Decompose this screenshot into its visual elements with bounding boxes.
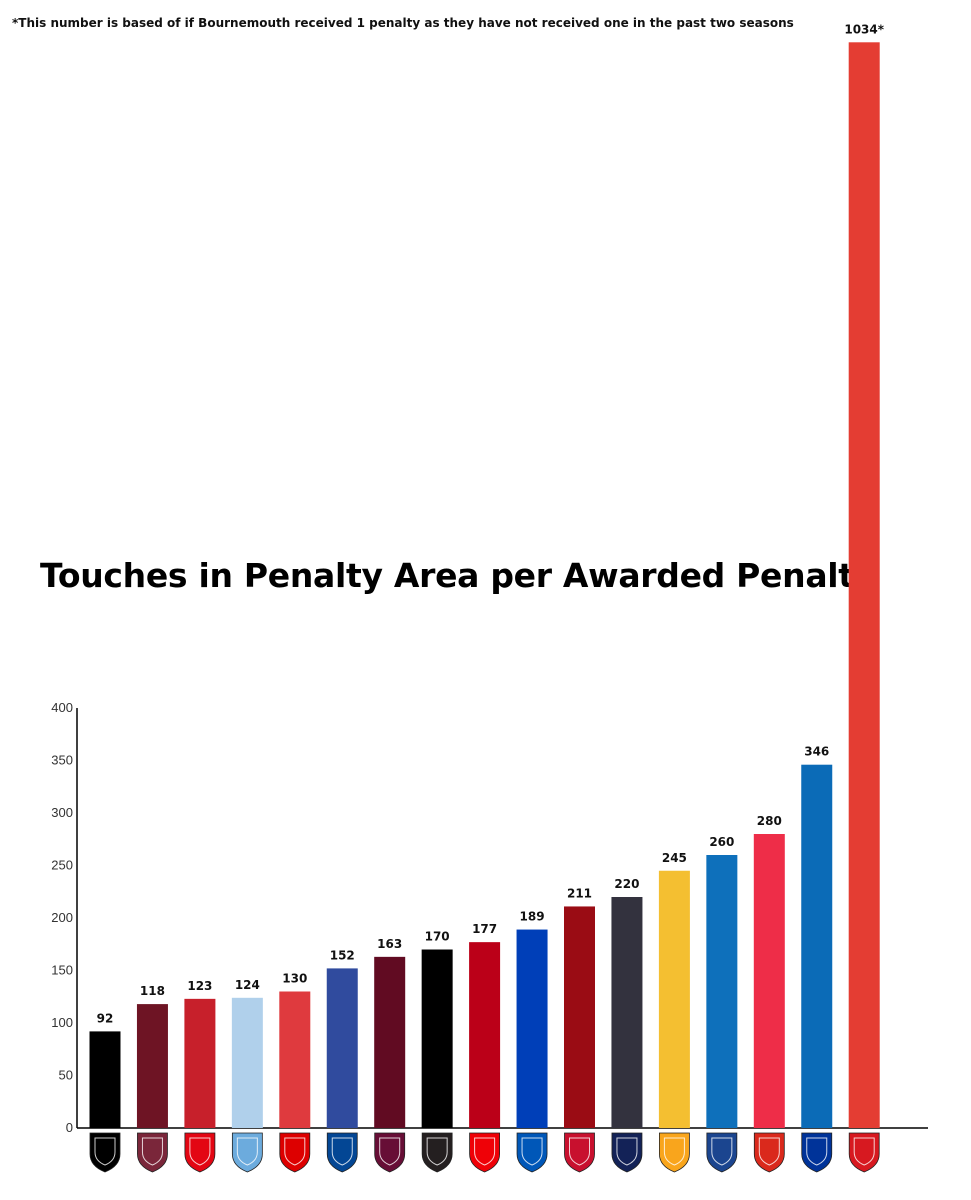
bar-value-label: 211 — [567, 886, 592, 900]
bar-value-label: 260 — [709, 835, 734, 849]
bar — [184, 998, 216, 1128]
club-crest-icon — [326, 1132, 358, 1173]
bar-value-label: 189 — [520, 910, 545, 924]
club-crest-icon — [89, 1132, 121, 1173]
y-tick-label: 100 — [51, 1015, 73, 1030]
club-crest-icon — [516, 1132, 548, 1173]
bar — [658, 870, 690, 1128]
club-crest-icon-inner — [141, 1137, 163, 1166]
club-crest-icon — [469, 1132, 500, 1173]
bar — [421, 949, 453, 1128]
bar-value-label: 280 — [757, 814, 782, 828]
bar-value-label: 245 — [662, 851, 687, 865]
bar — [136, 1004, 168, 1128]
bar — [801, 764, 833, 1128]
club-crest-icon-inner — [616, 1137, 638, 1166]
bar — [326, 968, 358, 1128]
club-crest-icon-inner — [236, 1137, 258, 1166]
club-crest-icon-inner — [331, 1137, 353, 1166]
club-crest-icon — [611, 1132, 643, 1173]
club-crest-icon — [421, 1132, 453, 1173]
club-crest-icon-inner — [663, 1137, 685, 1166]
bar — [706, 855, 738, 1128]
club-crest-icon — [659, 1132, 690, 1173]
y-tick-label: 200 — [51, 910, 73, 925]
footnote: *This number is based of if Bournemouth … — [12, 16, 794, 30]
bar — [231, 997, 263, 1128]
club-crest-icon — [184, 1132, 216, 1173]
bar-value-label: 346 — [804, 745, 829, 759]
club-crest-icon — [706, 1132, 738, 1173]
y-tick-label: 350 — [51, 753, 73, 768]
bar — [516, 929, 548, 1128]
y-tick-label: 300 — [51, 805, 73, 820]
club-crest-icon — [279, 1132, 311, 1173]
bar-value-label: 118 — [140, 984, 165, 998]
bar — [753, 834, 785, 1128]
club-crest-icon — [374, 1132, 406, 1173]
bar-value-label: 152 — [330, 948, 355, 962]
bar — [564, 906, 595, 1128]
club-crest-icon-inner — [284, 1137, 306, 1166]
club-crest-icon — [231, 1132, 263, 1173]
y-tick-label: 150 — [51, 963, 73, 978]
club-crest-icon — [753, 1132, 785, 1173]
y-tick-label: 0 — [66, 1120, 73, 1135]
bar-value-label: 170 — [425, 930, 450, 944]
club-crest-icon — [801, 1132, 833, 1173]
club-crest-icon-inner — [758, 1137, 780, 1166]
bar-value-label: 1034* — [844, 22, 884, 36]
club-crest-icon-inner — [711, 1137, 733, 1166]
club-crest-icon-inner — [94, 1137, 116, 1166]
bar-value-label: 130 — [282, 972, 307, 986]
y-tick-label: 250 — [51, 858, 73, 873]
club-crest-icon-inner — [426, 1137, 448, 1166]
club-crest-icon-inner — [853, 1137, 875, 1166]
chart-title: Touches in Penalty Area per Awarded Pena… — [40, 556, 875, 595]
bar — [89, 1031, 121, 1128]
bar — [469, 942, 501, 1128]
bar — [279, 991, 311, 1128]
bar-value-label: 177 — [472, 922, 497, 936]
bar-value-label: 124 — [235, 978, 260, 992]
club-crest-icon — [848, 1132, 880, 1173]
club-crest-icon-inner — [379, 1137, 401, 1166]
bar — [611, 897, 643, 1128]
bar-value-label: 220 — [614, 877, 639, 891]
bar-value-label: 92 — [97, 1011, 114, 1025]
bar-value-label: 163 — [377, 937, 402, 951]
club-crest-icon-inner — [806, 1137, 828, 1166]
club-crest-icon-inner — [189, 1137, 211, 1166]
club-crest-icon-inner — [474, 1137, 496, 1166]
bar-value-label: 123 — [187, 979, 212, 993]
bar — [848, 42, 880, 1128]
club-crest-icon-inner — [569, 1137, 590, 1166]
y-tick-label: 50 — [59, 1068, 73, 1083]
club-crest-icon — [137, 1132, 168, 1173]
y-tick-label: 400 — [51, 700, 73, 715]
club-crest-icon — [564, 1132, 595, 1173]
bar — [374, 956, 406, 1128]
club-crest-icon-inner — [521, 1137, 543, 1166]
